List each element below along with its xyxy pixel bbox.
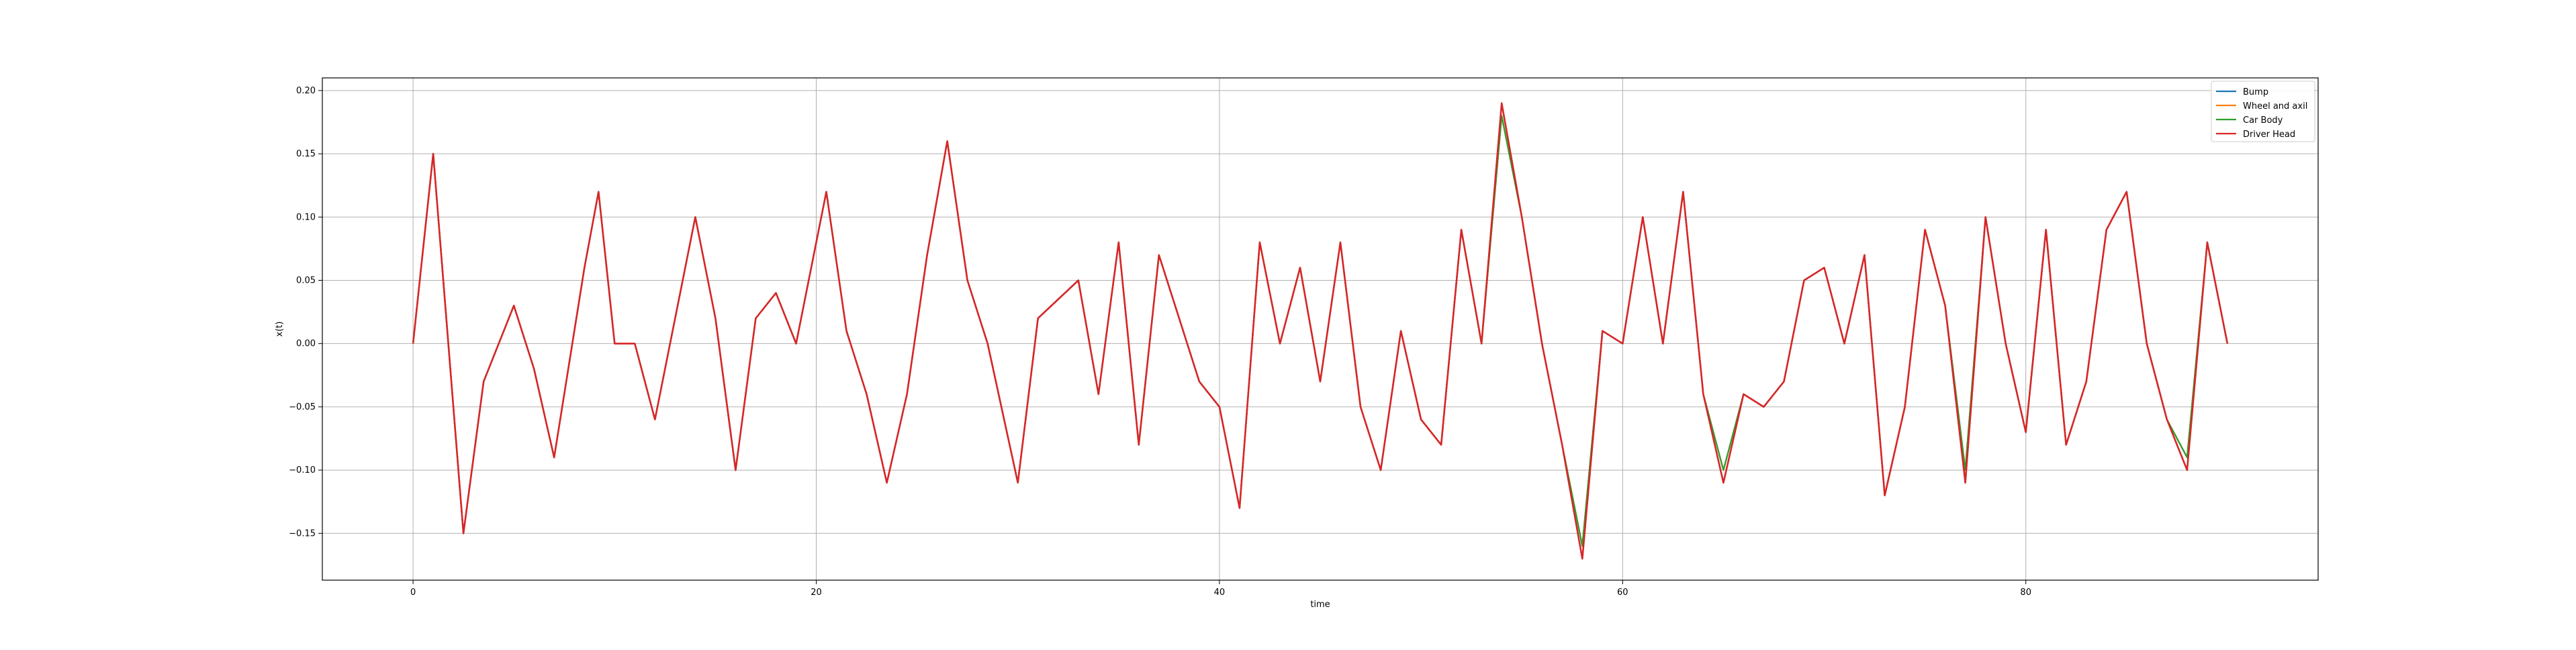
plot-frame <box>322 77 2319 581</box>
x-tick-label: 0 <box>410 588 416 598</box>
legend-label: Bump <box>2243 87 2268 97</box>
y-tick-label: 0.05 <box>296 275 316 285</box>
y-tick-label: 0.00 <box>296 339 316 349</box>
x-tick-label: 20 <box>811 588 822 598</box>
legend-label: Driver Head <box>2243 130 2295 140</box>
legend-box <box>2211 81 2315 142</box>
driver-head-series-line <box>412 102 2229 560</box>
y-axis-label: x(t) <box>275 322 285 337</box>
legend: Bump Wheel and axil Car Body Driver Head <box>2211 81 2315 142</box>
plot-area <box>322 78 2318 580</box>
y-tick-label: 0.20 <box>296 86 316 96</box>
x-axis-ticks: 0 20 40 60 80 <box>410 580 2031 598</box>
legend-label: Car Body <box>2243 115 2283 126</box>
y-axis-ticks: −0.15 −0.10 −0.05 0.00 0.05 0.10 0.15 0.20 <box>289 86 322 539</box>
x-tick-label: 40 <box>1214 588 1226 598</box>
y-tick-label: −0.15 <box>289 528 316 539</box>
x-axis-label: time <box>1310 600 1330 610</box>
x-tick-label: 80 <box>2020 588 2031 598</box>
series-lines <box>412 102 2229 560</box>
y-tick-label: −0.05 <box>289 402 316 412</box>
y-tick-label: 0.10 <box>296 212 316 222</box>
y-tick-label: −0.10 <box>289 465 316 475</box>
legend-label: Wheel and axil <box>2243 101 2307 111</box>
x-tick-label: 60 <box>1617 588 1628 598</box>
y-tick-label: 0.15 <box>296 149 316 159</box>
